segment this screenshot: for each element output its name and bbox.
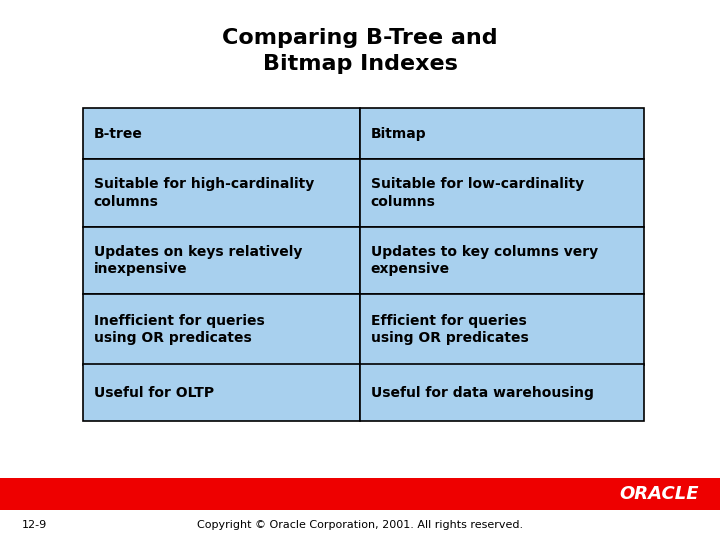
Bar bbox=[83, 227, 360, 294]
Bar bbox=[83, 364, 360, 421]
Bar bbox=[83, 108, 360, 159]
Text: Useful for OLTP: Useful for OLTP bbox=[94, 386, 214, 400]
Text: 12-9: 12-9 bbox=[22, 520, 47, 530]
Text: ORACLE: ORACLE bbox=[619, 485, 698, 503]
Bar bbox=[360, 227, 644, 294]
Text: Efficient for queries
using OR predicates: Efficient for queries using OR predicate… bbox=[371, 314, 528, 345]
Text: Useful for data warehousing: Useful for data warehousing bbox=[371, 386, 594, 400]
Bar bbox=[360, 364, 644, 421]
Text: Suitable for high-cardinality
columns: Suitable for high-cardinality columns bbox=[94, 178, 314, 208]
Bar bbox=[83, 159, 360, 227]
Text: Updates to key columns very
expensive: Updates to key columns very expensive bbox=[371, 245, 598, 276]
Text: Suitable for low-cardinality
columns: Suitable for low-cardinality columns bbox=[371, 178, 584, 208]
Bar bbox=[83, 294, 360, 364]
Text: B-tree: B-tree bbox=[94, 127, 143, 140]
Text: Copyright © Oracle Corporation, 2001. All rights reserved.: Copyright © Oracle Corporation, 2001. Al… bbox=[197, 520, 523, 530]
Bar bbox=[360, 108, 644, 159]
Text: Inefficient for queries
using OR predicates: Inefficient for queries using OR predica… bbox=[94, 314, 264, 345]
Bar bbox=[360, 159, 644, 227]
Text: Updates on keys relatively
inexpensive: Updates on keys relatively inexpensive bbox=[94, 245, 302, 276]
Text: Bitmap: Bitmap bbox=[371, 127, 426, 140]
Bar bbox=[0, 478, 720, 510]
Bar bbox=[360, 294, 644, 364]
Text: Comparing B-Tree and
Bitmap Indexes: Comparing B-Tree and Bitmap Indexes bbox=[222, 28, 498, 75]
